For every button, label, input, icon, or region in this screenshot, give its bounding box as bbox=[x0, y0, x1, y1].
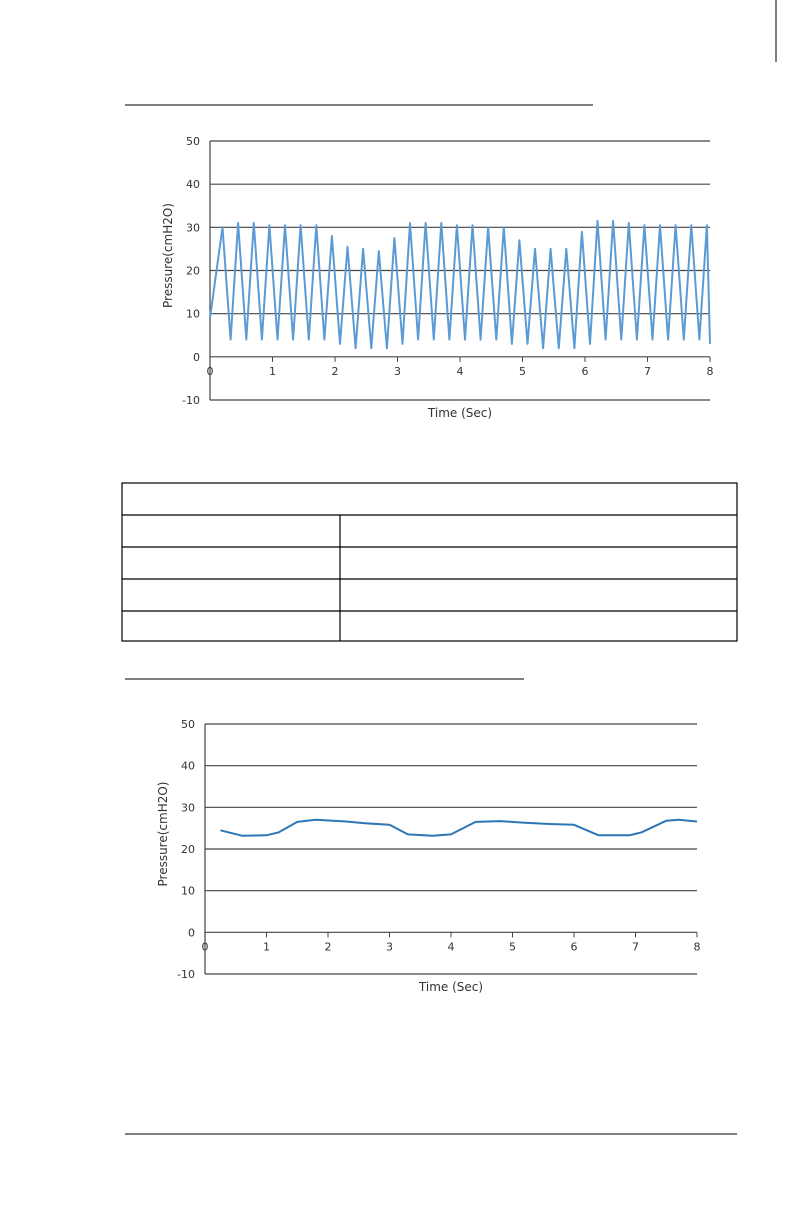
x-tick-label: 0 bbox=[207, 365, 214, 378]
y-tick-label: 30 bbox=[186, 221, 200, 234]
empty-table bbox=[121, 482, 738, 642]
x-tick-label: 7 bbox=[644, 365, 651, 378]
y-axis-title: Pressure(cmH2O) bbox=[161, 203, 175, 308]
data-line bbox=[209, 219, 711, 350]
y-axis-title: Pressure(cmH2O) bbox=[156, 782, 170, 887]
x-tick-label: 6 bbox=[571, 940, 578, 953]
x-tick-label: 6 bbox=[582, 365, 589, 378]
y-tick-label: 20 bbox=[186, 265, 200, 278]
x-tick-label: 0 bbox=[202, 940, 209, 953]
x-tick-label: 7 bbox=[632, 940, 639, 953]
x-axis-title: Time (Sec) bbox=[418, 980, 483, 994]
x-tick-label: 1 bbox=[269, 365, 276, 378]
x-tick-label: 5 bbox=[509, 940, 516, 953]
y-tick-label: 50 bbox=[181, 718, 195, 731]
x-tick-label: 8 bbox=[694, 940, 701, 953]
data-line bbox=[220, 818, 698, 837]
x-tick-label: 3 bbox=[394, 365, 401, 378]
y-tick-label: 40 bbox=[186, 178, 200, 191]
x-tick-label: 4 bbox=[448, 940, 455, 953]
y-tick-label: 50 bbox=[186, 135, 200, 148]
x-tick-label: 8 bbox=[707, 365, 714, 378]
x-tick-label: 4 bbox=[457, 365, 464, 378]
table-border bbox=[121, 482, 738, 642]
y-tick-label: 20 bbox=[181, 843, 195, 856]
x-tick-label: 5 bbox=[519, 365, 526, 378]
y-tick-label: 0 bbox=[188, 926, 195, 939]
x-tick-label: 3 bbox=[386, 940, 393, 953]
x-axis-title: Time (Sec) bbox=[427, 406, 492, 420]
x-tick-label: 2 bbox=[325, 940, 332, 953]
y-tick-label: -10 bbox=[177, 968, 195, 981]
y-tick-label: -10 bbox=[182, 394, 200, 407]
y-tick-label: 10 bbox=[181, 885, 195, 898]
x-tick-label: 1 bbox=[263, 940, 270, 953]
y-tick-label: 10 bbox=[186, 308, 200, 321]
y-tick-label: 30 bbox=[181, 801, 195, 814]
y-tick-label: 0 bbox=[193, 351, 200, 364]
y-tick-label: 40 bbox=[181, 760, 195, 773]
x-tick-label: 2 bbox=[332, 365, 339, 378]
